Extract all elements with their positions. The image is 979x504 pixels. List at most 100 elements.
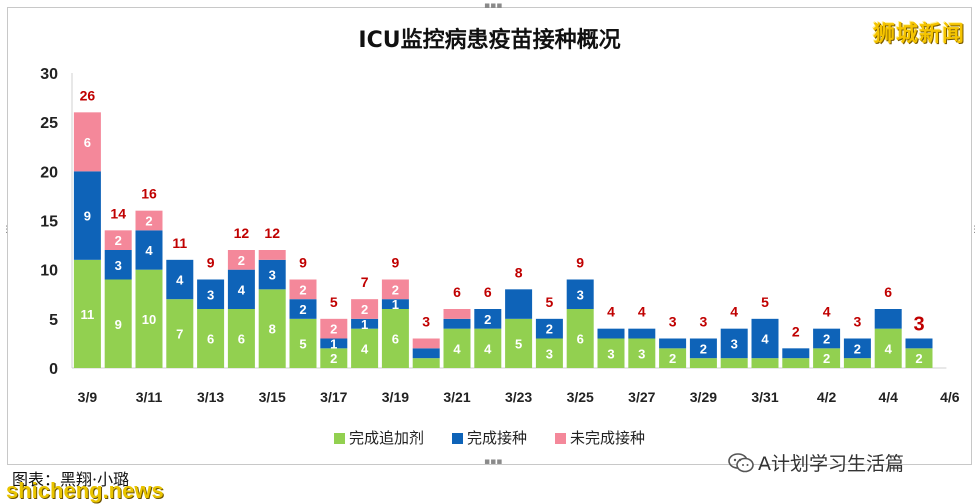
bar-segment <box>813 348 841 368</box>
bar-segment <box>166 259 194 300</box>
bar-data-label: 1 <box>392 297 399 312</box>
bar-data-label: 2 <box>299 302 306 317</box>
x-tick-label: 3/15 <box>259 389 286 405</box>
legend-label: 完成追加剂 <box>348 429 424 447</box>
bar-data-label: 4 <box>453 341 461 356</box>
chart-legend: 完成追加剂 完成接种 未完成接种 <box>0 427 979 448</box>
bar-total-label: 7 <box>361 274 369 290</box>
bar-segment <box>227 269 255 309</box>
bar-segment <box>566 309 594 368</box>
bar-segment <box>751 358 779 368</box>
bar-segment <box>289 299 317 319</box>
bar-segment <box>689 338 717 359</box>
legend-swatch <box>555 433 566 444</box>
bar-data-label: 2 <box>915 351 922 366</box>
bar-segment <box>227 309 255 368</box>
bar-segment <box>320 318 348 339</box>
bar-total-label: 5 <box>546 294 554 310</box>
bar-data-label: 2 <box>330 322 337 337</box>
legend-swatch <box>333 433 345 444</box>
bar-data-label: 4 <box>361 341 369 356</box>
bar-total-label: 3 <box>422 314 430 330</box>
bar-total-label: 9 <box>392 255 400 271</box>
bar-data-label: 9 <box>84 209 91 224</box>
bar-total-label: 4 <box>730 304 738 320</box>
bar-data-label: 2 <box>669 351 676 366</box>
bar-total-label: 4 <box>638 304 646 320</box>
bar-segment <box>197 309 225 368</box>
bar-segment <box>412 338 440 349</box>
resize-handle-bottom[interactable]: ▪▪▪ <box>484 457 503 467</box>
bar-segment <box>412 348 440 359</box>
resize-handle-right[interactable]: ⋮ <box>970 225 979 235</box>
bar-data-label: 3 <box>577 287 584 302</box>
x-tick-label: 4/4 <box>878 389 898 405</box>
bar-data-label: 2 <box>854 341 861 356</box>
bar-segment <box>381 279 409 300</box>
bar-total-label: 14 <box>110 205 126 221</box>
brand-watermark: 狮城新闻 <box>872 22 965 47</box>
bar-total-label: 11 <box>172 235 187 251</box>
x-tick-label: 3/29 <box>690 389 717 405</box>
bar-segment <box>320 348 348 368</box>
bar-total-label: 26 <box>80 87 96 103</box>
bar-total-label: 6 <box>453 284 461 300</box>
bar-segment <box>289 279 317 300</box>
bar-segment <box>197 279 225 309</box>
wechat-icon <box>728 453 754 473</box>
bar-total-label: 9 <box>576 255 584 271</box>
bar-total-label: 4 <box>823 304 831 320</box>
resize-handle-left[interactable]: ⋮ <box>2 225 11 235</box>
bar-data-label: 4 <box>484 341 492 356</box>
bar-segment <box>320 338 348 349</box>
legend-label: 完成接种 <box>466 429 527 447</box>
bar-data-label: 4 <box>145 243 153 258</box>
bar-data-label: 1 <box>361 317 368 332</box>
bar-segment <box>628 328 656 339</box>
bar-segment <box>813 328 841 349</box>
bar-segment <box>474 328 502 368</box>
chart-title: ICU监控病患疫苗接种概况 <box>358 28 621 53</box>
x-tick-label: 3/25 <box>567 389 594 405</box>
bar-segment <box>443 309 471 319</box>
bar-total-label: 9 <box>299 255 307 271</box>
bar-data-label: 1 <box>330 336 337 351</box>
bar-segment <box>289 318 317 368</box>
legend-label: 未完成接种 <box>570 429 646 447</box>
bar-data-label: 6 <box>207 332 214 347</box>
bar-data-label: 3 <box>607 346 614 361</box>
y-tick-label: 15 <box>40 214 58 231</box>
bar-total-label: 6 <box>484 284 492 300</box>
bar-segment <box>73 259 101 368</box>
bar-data-label: 3 <box>207 287 214 302</box>
bar-data-label: 2 <box>115 233 122 248</box>
bar-total-label: 5 <box>761 294 769 310</box>
bar-segment <box>782 348 810 359</box>
bar-segment <box>720 358 748 368</box>
bar-data-label: 2 <box>299 282 306 297</box>
bar-segment <box>905 348 933 368</box>
bar-segment <box>474 309 502 329</box>
y-tick-label: 20 <box>40 164 58 181</box>
bar-data-label: 4 <box>238 282 246 297</box>
bar-segment <box>73 171 101 260</box>
bar-segment <box>874 328 902 368</box>
bar-total-label: 2 <box>792 323 800 339</box>
bar-total-label: 9 <box>207 255 215 271</box>
legend-swatch <box>451 433 463 444</box>
bar-data-label: 10 <box>142 312 156 327</box>
bar-segment <box>659 338 687 349</box>
resize-handle-top[interactable]: ▪▪▪ <box>484 1 503 11</box>
x-tick-label: 4/2 <box>817 389 837 405</box>
bar-segment <box>874 309 902 329</box>
bar-total-label: 16 <box>141 186 157 202</box>
bar-segment <box>166 299 194 368</box>
bar-segment <box>104 250 132 280</box>
x-tick-label: 3/19 <box>382 389 409 405</box>
bar-data-label: 2 <box>330 351 337 366</box>
bar-data-label: 4 <box>885 341 893 356</box>
y-tick-label: 0 <box>49 361 58 378</box>
bar-segment <box>782 358 810 368</box>
x-tick-label: 3/11 <box>136 389 163 405</box>
